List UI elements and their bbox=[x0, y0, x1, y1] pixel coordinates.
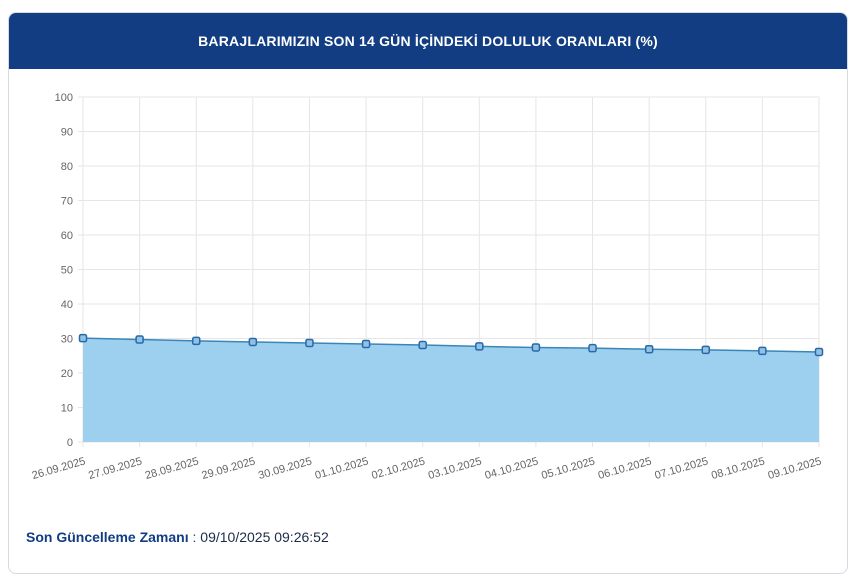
data-point bbox=[78, 333, 88, 343]
y-tick-label: 70 bbox=[61, 196, 73, 208]
y-tick-label: 30 bbox=[61, 334, 73, 346]
x-tick-label: 04.10.2025 bbox=[484, 455, 540, 482]
last-update-value: 09/10/2025 09:26:52 bbox=[200, 529, 329, 545]
x-tick-label: 03.10.2025 bbox=[427, 455, 483, 482]
chart-title: BARAJLARIMIZIN SON 14 GÜN İÇİNDEKİ DOLUL… bbox=[9, 13, 847, 69]
data-point bbox=[305, 338, 314, 348]
y-tick-label: 0 bbox=[67, 437, 73, 449]
data-point bbox=[644, 344, 654, 354]
x-tick-label: 26.09.2025 bbox=[31, 455, 87, 482]
chart-card: BARAJLARIMIZIN SON 14 GÜN İÇİNDEKİ DOLUL… bbox=[8, 12, 848, 574]
x-tick-label: 07.10.2025 bbox=[653, 455, 709, 482]
x-tick-label: 27.09.2025 bbox=[87, 455, 143, 482]
data-point bbox=[135, 335, 144, 344]
y-tick-label: 60 bbox=[61, 230, 73, 242]
y-tick-label: 50 bbox=[61, 265, 73, 277]
x-tick-label: 01.10.2025 bbox=[314, 455, 370, 482]
x-tick-label: 09.10.2025 bbox=[767, 455, 823, 482]
x-tick-label: 05.10.2025 bbox=[540, 455, 596, 482]
data-point bbox=[475, 342, 484, 351]
y-tick-label: 100 bbox=[55, 92, 73, 104]
area-fill bbox=[83, 338, 819, 442]
y-tick-label: 40 bbox=[61, 299, 73, 311]
dam-occupancy-chart: 0 10 20 30 40 50 60 70 80 90 100 26.09.2025 27.09.20… bbox=[31, 92, 824, 482]
x-tick-label: 29.09.2025 bbox=[200, 455, 256, 482]
data-point bbox=[758, 346, 767, 356]
data-point bbox=[814, 347, 824, 357]
x-tick-label: 02.10.2025 bbox=[370, 455, 426, 482]
series-line bbox=[82, 337, 820, 353]
x-tick-label: 30.09.2025 bbox=[257, 455, 313, 482]
y-tick-label: 80 bbox=[61, 161, 73, 173]
last-update-label: Son Güncelleme Zamanı bbox=[26, 529, 189, 545]
data-point bbox=[418, 340, 427, 350]
data-point bbox=[191, 336, 201, 346]
x-tick-label: 06.10.2025 bbox=[597, 455, 653, 482]
y-tick-label: 20 bbox=[61, 368, 73, 380]
x-tick-label: 28.09.2025 bbox=[144, 455, 200, 482]
data-point bbox=[588, 343, 597, 353]
y-tick-label: 10 bbox=[61, 403, 73, 415]
data-point bbox=[248, 337, 258, 347]
x-tick-label: 08.10.2025 bbox=[710, 455, 766, 482]
data-point bbox=[531, 343, 541, 352]
last-update: Son Güncelleme Zamanı : 09/10/2025 09:26… bbox=[26, 529, 329, 545]
y-tick-label: 90 bbox=[61, 127, 73, 139]
data-point bbox=[701, 345, 711, 355]
data-point bbox=[361, 339, 371, 349]
